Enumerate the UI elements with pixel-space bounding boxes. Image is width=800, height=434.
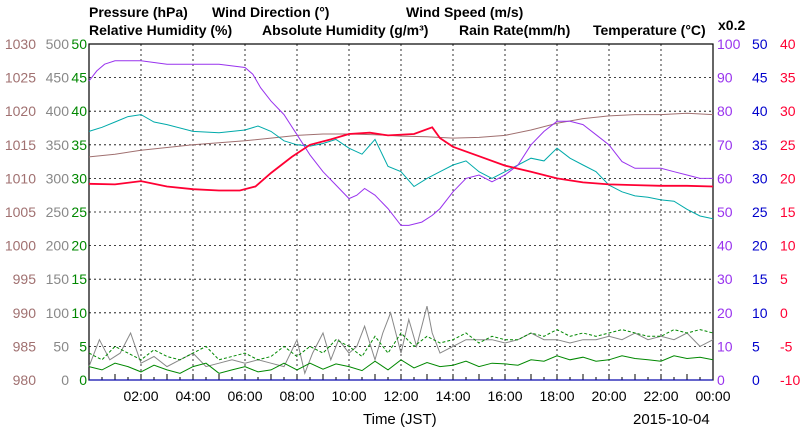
y-tick-label: 1020 bbox=[5, 103, 36, 119]
y-tick-label: 100 bbox=[717, 36, 741, 52]
y-tick-label: 20 bbox=[71, 238, 87, 254]
y-tick-label: 30 bbox=[752, 170, 768, 186]
y-tick-label: 500 bbox=[46, 36, 70, 52]
y-tick-label: 15 bbox=[780, 204, 796, 220]
y-tick-label: 45 bbox=[752, 70, 768, 86]
y-tick-label: 35 bbox=[752, 137, 768, 153]
y-tick-label: 30 bbox=[71, 170, 87, 186]
y-tick-label: 100 bbox=[46, 305, 70, 321]
y-tick-label: 25 bbox=[71, 204, 87, 220]
x-tick-label: 22:00 bbox=[643, 388, 678, 404]
legend-wind-speed: Wind Speed (m/s) bbox=[406, 4, 523, 20]
y-tick-label: 150 bbox=[46, 271, 70, 287]
y-tick-label: 25 bbox=[752, 204, 768, 220]
y-tick-label: 5 bbox=[752, 338, 760, 354]
y-tick-label: 1015 bbox=[5, 137, 36, 153]
series-relative-humidity bbox=[88, 60, 713, 226]
y-tick-label: 35 bbox=[780, 70, 796, 86]
y-tick-label: 0 bbox=[717, 372, 725, 388]
y-tick-label: 1030 bbox=[5, 36, 36, 52]
series-temperature-c bbox=[88, 126, 714, 192]
y-tick-label: 400 bbox=[46, 103, 70, 119]
y-tick-label: 0 bbox=[752, 372, 760, 388]
x-tick-label: 04:00 bbox=[175, 388, 210, 404]
series-pressure-hpa bbox=[88, 112, 714, 158]
y-tick-label: 20 bbox=[717, 305, 733, 321]
legend-wind-direction: Wind Direction (°) bbox=[212, 4, 329, 20]
y-tick-label: 0 bbox=[79, 372, 87, 388]
y-tick-label: 30 bbox=[717, 271, 733, 287]
x-tick-label: 08:00 bbox=[279, 388, 314, 404]
grid-lines bbox=[89, 44, 713, 380]
x-tick-label: 12:00 bbox=[383, 388, 418, 404]
y-tick-label: 1010 bbox=[5, 170, 36, 186]
axis-tick-labels: 02:00 04:00 06:00 08:00 10:00 12:00 14:00 16:00… bbox=[5, 36, 800, 404]
y-tick-label: 5 bbox=[780, 271, 788, 287]
x-tick-label: 18:00 bbox=[539, 388, 574, 404]
y-tick-label: 5 bbox=[79, 338, 87, 354]
y-tick-label: 450 bbox=[46, 70, 70, 86]
y-tick-label: 10 bbox=[717, 338, 733, 354]
series-absolute-humidity-x0-2 bbox=[88, 114, 714, 220]
y-tick-label: 200 bbox=[46, 238, 70, 254]
y-tick-label: 50 bbox=[71, 36, 87, 52]
date-label: 2015-10-04 bbox=[633, 411, 710, 428]
legend-scale-note: x0.2 bbox=[718, 17, 745, 33]
y-tick-label: 0 bbox=[780, 305, 788, 321]
y-tick-label: 25 bbox=[780, 137, 796, 153]
y-tick-label: 60 bbox=[717, 170, 733, 186]
y-tick-label: 50 bbox=[717, 204, 733, 220]
y-tick-label: 1025 bbox=[5, 70, 36, 86]
x-tick-label: 20:00 bbox=[591, 388, 626, 404]
x-tick-label: 06:00 bbox=[227, 388, 262, 404]
x-tick-label: 14:00 bbox=[435, 388, 470, 404]
y-tick-label: 350 bbox=[46, 137, 70, 153]
series-lines bbox=[88, 60, 714, 381]
series-wind-speed-m-s bbox=[88, 355, 714, 374]
y-tick-label: 30 bbox=[780, 103, 796, 119]
y-tick-label: 70 bbox=[717, 137, 733, 153]
y-tick-label: 1000 bbox=[5, 238, 36, 254]
legend-absolute-humidity: Absolute Humidity (g/m³) bbox=[262, 22, 428, 38]
y-tick-label: 40 bbox=[717, 238, 733, 254]
x-tick-label: 10:00 bbox=[331, 388, 366, 404]
y-tick-label: 40 bbox=[780, 36, 796, 52]
legend-relative-humidity: Relative Humidity (%) bbox=[89, 22, 232, 38]
legend-rain-rate: Rain Rate(mm/h) bbox=[459, 22, 570, 38]
legend-pressure: Pressure (hPa) bbox=[89, 4, 188, 20]
y-tick-label: 40 bbox=[752, 103, 768, 119]
x-tick-label: 16:00 bbox=[487, 388, 522, 404]
y-tick-label: 250 bbox=[46, 204, 70, 220]
y-tick-label: 15 bbox=[752, 271, 768, 287]
y-tick-label: 10 bbox=[752, 305, 768, 321]
y-tick-label: 80 bbox=[717, 103, 733, 119]
y-tick-label: 980 bbox=[13, 372, 37, 388]
y-tick-label: 15 bbox=[71, 271, 87, 287]
x-tick-label: 00:00 bbox=[695, 388, 730, 404]
y-tick-label: 0 bbox=[61, 372, 69, 388]
series-wind-direction bbox=[88, 305, 714, 375]
y-tick-label: -10 bbox=[780, 372, 800, 388]
y-tick-label: 50 bbox=[752, 36, 768, 52]
x-axis-title: Time (JST) bbox=[363, 411, 437, 428]
y-tick-label: 985 bbox=[13, 338, 37, 354]
y-tick-label: 90 bbox=[717, 70, 733, 86]
y-tick-label: 1005 bbox=[5, 204, 36, 220]
y-tick-label: 995 bbox=[13, 271, 37, 287]
y-tick-label: 10 bbox=[780, 238, 796, 254]
legend-temperature: Temperature (°C) bbox=[593, 22, 706, 38]
y-tick-label: -5 bbox=[780, 338, 793, 354]
y-tick-label: 10 bbox=[71, 305, 87, 321]
series-wind-gust bbox=[88, 329, 714, 361]
y-tick-label: 35 bbox=[71, 137, 87, 153]
y-tick-label: 40 bbox=[71, 103, 87, 119]
y-tick-label: 50 bbox=[53, 338, 69, 354]
y-tick-label: 300 bbox=[46, 170, 70, 186]
x-tick-label: 02:00 bbox=[123, 388, 158, 404]
y-tick-label: 20 bbox=[780, 170, 796, 186]
y-tick-label: 45 bbox=[71, 70, 87, 86]
y-tick-label: 20 bbox=[752, 238, 768, 254]
y-tick-label: 990 bbox=[13, 305, 37, 321]
